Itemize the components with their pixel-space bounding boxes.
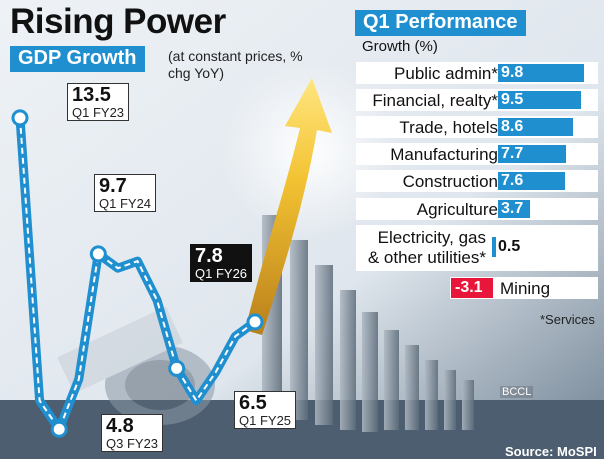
sector-name: Electricity, gas & other utilities* [367, 228, 486, 267]
bar-value: 7.6 [501, 172, 524, 189]
gdp-point-q1-fy26 [246, 313, 264, 331]
annotation-value: 4.8 [106, 415, 134, 437]
sector-name: Manufacturing [390, 145, 498, 164]
gdp-point-q1-fy25 [168, 359, 186, 377]
annotation-value: 6.5 [239, 392, 267, 414]
bar-utilities [492, 237, 496, 257]
annotation-quarter: Q1 FY25 [239, 413, 292, 428]
annotation-value: 9.7 [99, 175, 127, 197]
sector-chart-title: Q1 Performance [355, 10, 526, 36]
annotation-q1-fy23: 13.5 Q1 FY23 [67, 83, 130, 121]
annotation-q1-fy25: 6.5 Q1 FY25 [234, 391, 297, 429]
sector-row: Trade, hotels 8.6 [356, 116, 598, 138]
sector-name: Agriculture [416, 200, 498, 219]
annotation-quarter: Q3 FY23 [106, 436, 159, 451]
sector-bar: 7.6 [498, 172, 565, 190]
sector-name: Public admin* [394, 64, 498, 83]
sector-bar: 9.8 [498, 64, 584, 82]
gdp-series-dash [19, 117, 256, 432]
gdp-point-q1-fy24 [89, 245, 107, 263]
bar-value: 8.6 [501, 118, 524, 135]
sector-chart-subtitle: Growth (%) [362, 38, 438, 55]
bar-value: 9.8 [501, 64, 524, 81]
bar-value-mining: -3.1 [455, 279, 483, 296]
annotation-quarter: Q1 FY24 [99, 196, 152, 211]
annotation-value: 7.8 [195, 245, 223, 267]
sector-bar: 3.7 [498, 200, 530, 218]
annotation-value: 13.5 [72, 84, 111, 106]
gdp-point-q3-fy23 [50, 420, 68, 438]
annotation-q1-fy24: 9.7 Q1 FY24 [94, 174, 157, 212]
sector-row: Public admin* 9.8 [356, 62, 598, 84]
sector-row: Manufacturing 7.7 [356, 143, 598, 165]
sector-row-utilities: Electricity, gas & other utilities* [356, 225, 598, 271]
sector-name-mining: Mining [500, 279, 551, 298]
image-credit: BCCL [500, 386, 534, 398]
annotation-quarter: Q1 FY23 [72, 105, 125, 120]
sector-bar: 9.5 [498, 91, 581, 109]
bar-value-utilities: 0.5 [498, 238, 521, 255]
annotation-quarter: Q1 FY26 [195, 266, 248, 281]
sector-name: Construction [402, 172, 498, 191]
sector-row: Financial, realty* 9.5 [356, 89, 598, 111]
sector-name: Financial, realty* [372, 91, 498, 110]
gdp-chart-title: GDP Growth [10, 46, 145, 72]
bar-value: 9.5 [501, 91, 524, 108]
gdp-chart-note: (at constant prices, % chg YoY) [168, 48, 303, 81]
sector-bar: 7.7 [498, 145, 566, 163]
annotation-q1-fy26: 7.8 Q1 FY26 [190, 244, 253, 282]
gdp-point-q1-fy23 [11, 109, 29, 127]
sector-row: Construction 7.6 [356, 170, 598, 192]
sector-bar: 8.6 [498, 118, 573, 136]
sector-name: Trade, hotels [399, 118, 498, 137]
sector-row: Agriculture 3.7 [356, 198, 598, 220]
infographic-title: Rising Power [10, 2, 226, 41]
source-note: Source: MoSPI [505, 444, 597, 459]
annotation-q3-fy23: 4.8 Q3 FY23 [101, 414, 164, 452]
bar-value: 7.7 [501, 145, 524, 162]
bar-value: 3.7 [501, 200, 524, 217]
bar-mining [451, 278, 493, 298]
footnote: *Services [540, 312, 595, 327]
